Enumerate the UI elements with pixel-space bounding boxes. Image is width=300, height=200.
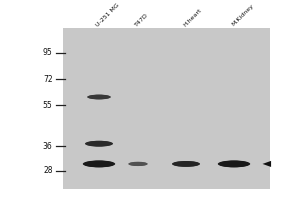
Ellipse shape [87,95,111,99]
Ellipse shape [174,162,198,166]
Ellipse shape [83,160,115,167]
Text: 36: 36 [43,142,52,151]
Text: 28: 28 [43,166,52,175]
Ellipse shape [85,141,113,147]
Ellipse shape [221,161,247,167]
Ellipse shape [176,162,196,166]
Ellipse shape [87,141,111,146]
Ellipse shape [128,162,148,166]
Polygon shape [262,161,271,167]
Ellipse shape [90,95,108,99]
Ellipse shape [222,161,246,166]
Ellipse shape [89,95,109,99]
Ellipse shape [131,162,145,165]
Ellipse shape [172,161,200,167]
Ellipse shape [88,95,110,99]
Ellipse shape [218,160,250,167]
Ellipse shape [88,142,110,146]
Ellipse shape [173,161,199,167]
Ellipse shape [130,162,146,166]
Ellipse shape [89,142,109,146]
Ellipse shape [85,141,112,146]
Ellipse shape [89,95,109,99]
Ellipse shape [87,161,111,166]
Ellipse shape [223,162,245,166]
Ellipse shape [130,162,146,166]
Text: M.Kidney: M.Kidney [230,3,254,27]
Ellipse shape [85,161,113,167]
Bar [63,28,270,189]
Ellipse shape [83,161,115,167]
Ellipse shape [86,161,112,167]
Ellipse shape [172,161,200,167]
Ellipse shape [91,95,107,99]
Text: 55: 55 [43,101,52,110]
Ellipse shape [88,95,110,99]
Ellipse shape [85,161,112,167]
Ellipse shape [87,141,111,146]
Ellipse shape [88,162,110,166]
Ellipse shape [219,161,249,167]
Ellipse shape [220,161,248,167]
Ellipse shape [88,141,110,146]
Ellipse shape [86,141,112,146]
Ellipse shape [174,161,198,166]
Text: 72: 72 [43,75,52,84]
Ellipse shape [220,161,248,167]
Ellipse shape [90,95,108,99]
Text: U-251 MG: U-251 MG [95,2,121,27]
Text: T47D: T47D [134,12,150,27]
Ellipse shape [175,162,197,166]
Ellipse shape [84,161,114,167]
Ellipse shape [129,162,147,166]
Text: 95: 95 [43,48,52,57]
Ellipse shape [129,162,147,166]
Ellipse shape [176,162,197,166]
Ellipse shape [218,161,250,167]
Text: H.heart: H.heart [182,7,203,27]
Ellipse shape [130,162,146,166]
Ellipse shape [131,162,145,165]
